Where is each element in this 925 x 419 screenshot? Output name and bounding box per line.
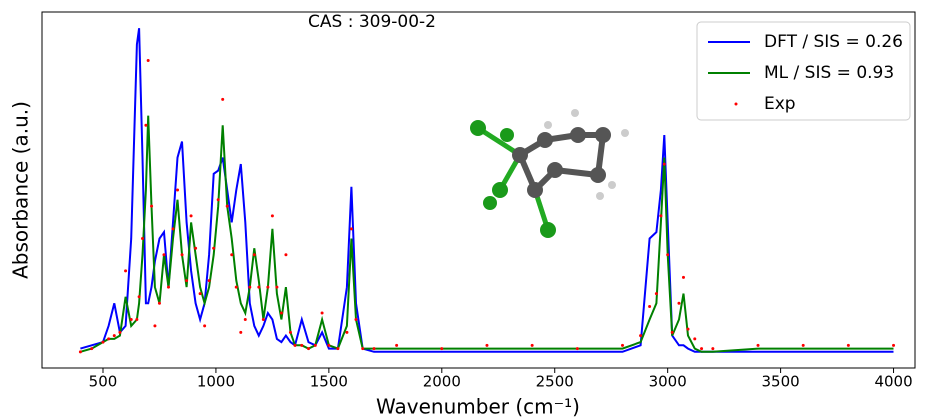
data-point <box>531 344 534 347</box>
data-point <box>321 311 324 314</box>
data-point <box>248 286 251 289</box>
data-point <box>666 253 669 256</box>
data-point <box>107 337 110 340</box>
y-axis-label: Absorbance (a.u.) <box>9 101 33 279</box>
data-point <box>167 286 170 289</box>
data-point <box>648 305 651 308</box>
data-point <box>639 334 642 337</box>
legend-swatch <box>735 103 738 106</box>
data-point <box>262 318 265 321</box>
data-point <box>659 214 662 217</box>
data-point <box>361 347 364 350</box>
data-point <box>162 253 165 256</box>
data-point <box>124 269 127 272</box>
data-point <box>230 253 233 256</box>
data-point <box>693 337 696 340</box>
data-point <box>244 318 247 321</box>
data-point <box>373 347 376 350</box>
data-point <box>395 344 398 347</box>
x-tick-label: 3000 <box>649 373 687 391</box>
data-point <box>336 347 339 350</box>
data-point <box>686 328 689 331</box>
data-point <box>208 279 211 282</box>
data-point <box>757 344 760 347</box>
x-tick-label: 2000 <box>423 373 461 391</box>
data-point <box>141 237 144 240</box>
x-tick-label: 1500 <box>310 373 348 391</box>
data-point <box>135 318 138 321</box>
data-point <box>621 344 624 347</box>
data-point <box>130 318 133 321</box>
data-point <box>345 331 348 334</box>
data-point <box>284 253 287 256</box>
data-point <box>576 347 579 350</box>
data-point <box>235 286 238 289</box>
data-point <box>147 59 150 62</box>
data-point <box>138 295 141 298</box>
data-point <box>275 286 278 289</box>
data-point <box>212 247 215 250</box>
data-point <box>266 286 269 289</box>
data-point <box>150 205 153 208</box>
data-point <box>181 253 184 256</box>
chart: CAS : 309-00-2 Wavenumber (cm⁻¹) Absorba… <box>0 0 925 419</box>
data-point <box>671 331 674 334</box>
data-point <box>440 347 443 350</box>
data-point <box>280 311 283 314</box>
data-point <box>293 344 296 347</box>
data-point <box>300 344 303 347</box>
data-point <box>203 324 206 327</box>
x-tick-label: 3500 <box>762 373 800 391</box>
data-point <box>847 344 850 347</box>
data-point <box>172 227 175 230</box>
x-tick-label: 500 <box>89 373 118 391</box>
data-point <box>226 205 229 208</box>
legend-label: Exp <box>764 94 796 114</box>
data-point <box>663 163 666 166</box>
x-tick-label: 1000 <box>197 373 235 391</box>
data-point <box>221 98 224 101</box>
data-point <box>289 331 292 334</box>
data-point <box>327 344 330 347</box>
data-point <box>185 279 188 282</box>
x-tick-label: 2500 <box>536 373 574 391</box>
data-point <box>711 347 714 350</box>
data-point <box>153 324 156 327</box>
molecule-image <box>470 109 629 238</box>
data-point <box>253 253 256 256</box>
data-point <box>682 276 685 279</box>
data-point <box>485 344 488 347</box>
data-point <box>271 214 274 217</box>
data-point <box>655 292 658 295</box>
legend-label: ML / SIS = 0.93 <box>764 63 894 83</box>
data-point <box>118 331 121 334</box>
data-point <box>79 350 82 353</box>
data-point <box>217 198 220 201</box>
x-axis-label: Wavenumber (cm⁻¹) <box>376 395 580 419</box>
data-point <box>802 344 805 347</box>
chart-title: CAS : 309-00-2 <box>308 12 436 32</box>
data-point <box>700 347 703 350</box>
x-tick-label: 4000 <box>874 373 912 391</box>
data-point <box>677 302 680 305</box>
data-point <box>892 344 895 347</box>
data-point <box>307 347 310 350</box>
series-line <box>80 116 893 352</box>
data-point <box>257 286 260 289</box>
data-point <box>239 331 242 334</box>
data-point <box>194 247 197 250</box>
data-point <box>350 227 353 230</box>
data-point <box>190 214 193 217</box>
data-point <box>314 344 317 347</box>
data-point <box>101 341 104 344</box>
legend-label: DFT / SIS = 0.26 <box>764 32 903 52</box>
data-point <box>176 189 179 192</box>
data-point <box>113 334 116 337</box>
data-point <box>354 318 357 321</box>
data-point <box>90 347 93 350</box>
data-point <box>158 302 161 305</box>
data-point <box>199 292 202 295</box>
data-point <box>144 124 147 127</box>
